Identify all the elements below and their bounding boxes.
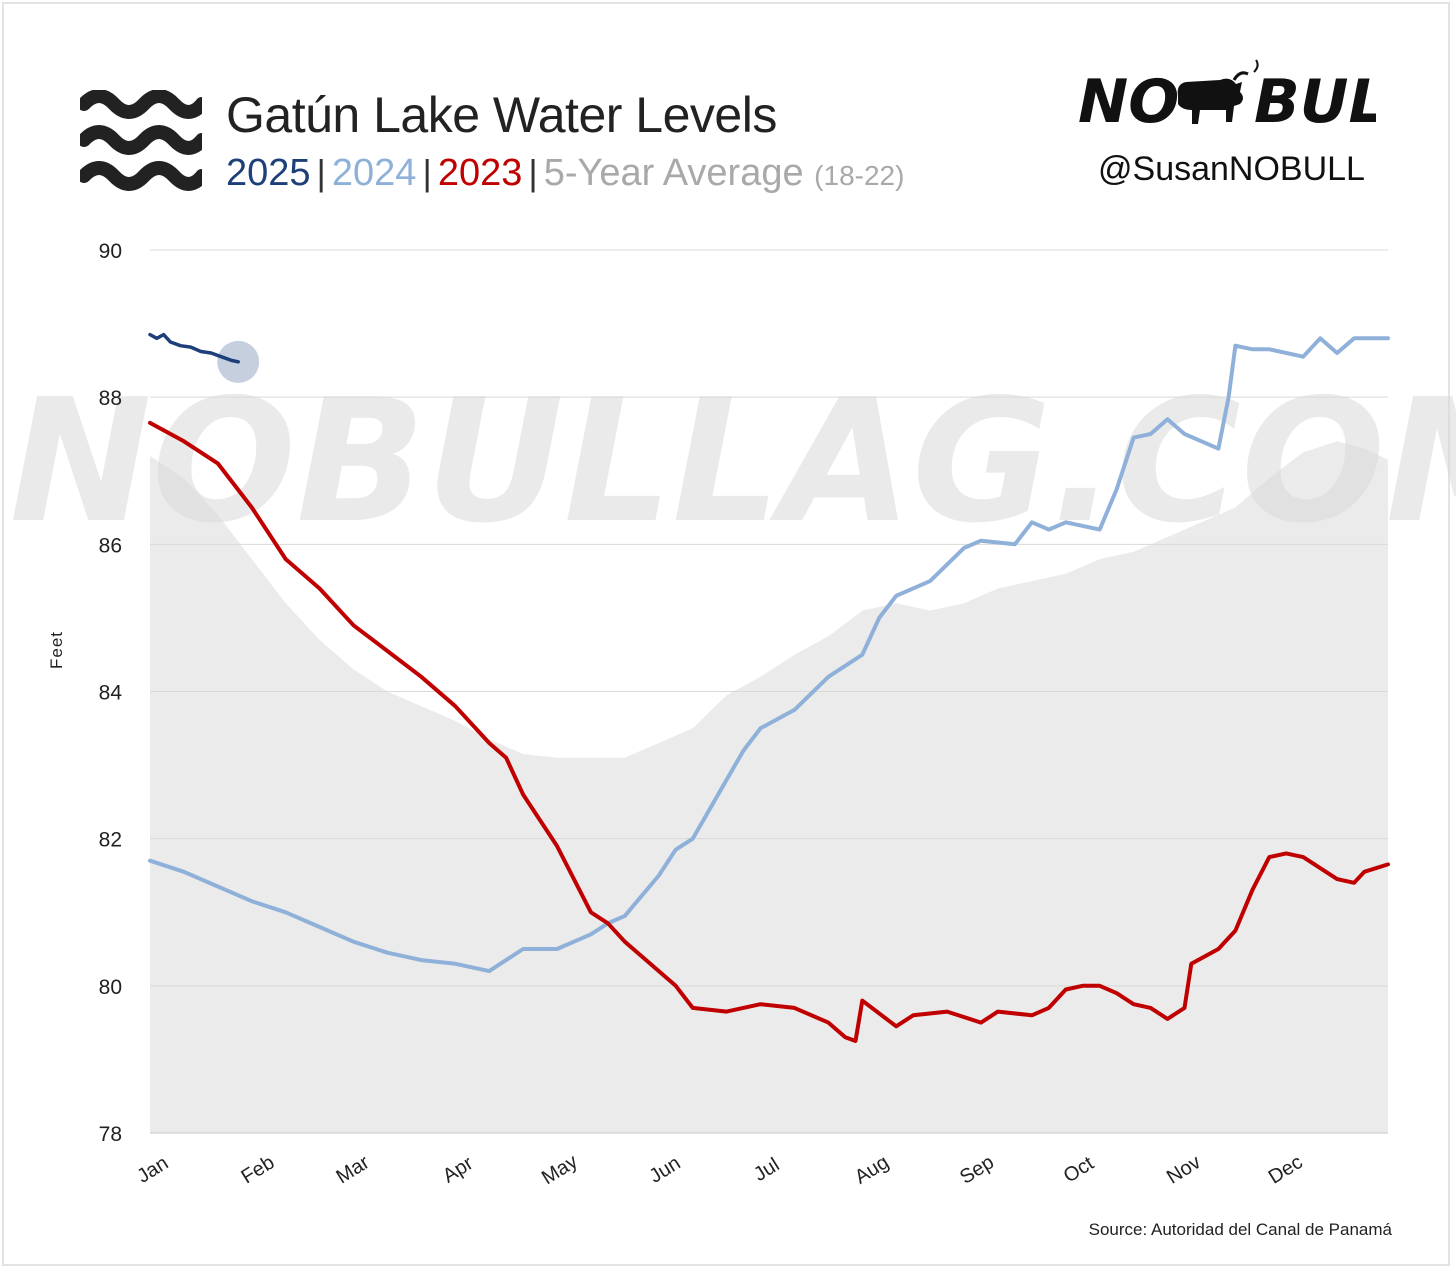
y-tick-label: 78 <box>99 1123 122 1146</box>
legend-2023: 2023 <box>437 152 523 194</box>
y-tick-label: 86 <box>99 534 122 557</box>
logo-text-bull: BULL <box>1254 67 1376 137</box>
x-tick-label: Sep <box>956 1151 998 1189</box>
watermark-text: NOBULLAG.COM <box>9 363 1456 561</box>
legend-2025: 2025 <box>226 152 311 194</box>
x-tick-label: Aug <box>851 1151 893 1189</box>
series-line-2024 <box>148 336 1390 974</box>
x-tick-label: Jun <box>645 1152 684 1188</box>
y-tick-label: 90 <box>99 240 122 263</box>
bull-icon <box>1177 59 1259 124</box>
series-line-2025 <box>148 332 240 364</box>
legend-2024: 2024 <box>331 152 417 194</box>
y-tick-label: 80 <box>99 976 122 999</box>
x-tick-label: Feb <box>238 1151 279 1188</box>
chart-title: Gatún Lake Water Levels <box>226 87 777 143</box>
nobull-logo: NO BULL <box>1078 59 1376 137</box>
x-tick-label: Nov <box>1163 1151 1205 1189</box>
source-note: Source: Autoridad del Canal de Panamá <box>1088 1220 1392 1239</box>
x-tick-label: Jan <box>133 1152 172 1188</box>
y-tick-label: 82 <box>99 829 122 852</box>
x-tick-label: Oct <box>1060 1152 1098 1187</box>
legend: 2025 | 2024 | 2023 | 5-Year Average (18-22) <box>226 152 904 195</box>
author-handle: @SusanNOBULL <box>1098 150 1365 188</box>
water-waves-icon <box>80 90 202 191</box>
y-tick-label: 88 <box>99 387 122 410</box>
x-tick-label: May <box>538 1151 582 1190</box>
series-area-5-year-average <box>150 441 1388 1133</box>
x-tick-label: Apr <box>439 1152 477 1187</box>
y-tick-label: 84 <box>99 682 123 705</box>
legend-5-year-average: 5-Year Average <box>543 152 804 194</box>
logo-text-no: NO <box>1078 67 1179 137</box>
legend-separator: | <box>316 152 326 193</box>
x-tick-label: Dec <box>1265 1151 1307 1189</box>
legend-average-range: (18-22) <box>814 160 905 191</box>
y-axis-label: Feet <box>47 631 66 669</box>
series-2025-last-point-marker <box>217 340 260 383</box>
series-line-2023 <box>148 420 1390 1043</box>
legend-separator: | <box>528 152 538 193</box>
x-tick-label: Mar <box>332 1151 373 1188</box>
x-tick-label: Jul <box>750 1154 783 1186</box>
legend-separator: | <box>422 152 432 193</box>
